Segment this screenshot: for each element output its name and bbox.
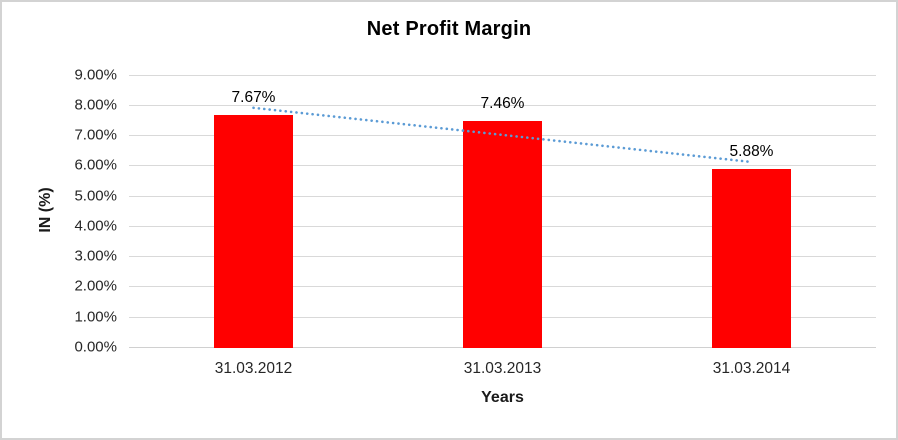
bar — [463, 121, 542, 348]
gridline — [129, 104, 876, 106]
y-axis-title: IN (%) — [37, 187, 54, 233]
bar — [712, 168, 791, 348]
x-tick-label: 31.03.2012 — [214, 360, 293, 377]
y-tick-label: 9.00% — [74, 66, 117, 83]
y-tick-label: 5.00% — [74, 187, 117, 205]
gridline — [129, 74, 876, 76]
x-axis-title: Years — [481, 389, 524, 406]
y-tick-label: 3.00% — [74, 247, 117, 265]
y-tick-label: 4.00% — [74, 217, 117, 235]
data-label: 7.67% — [231, 88, 276, 106]
x-tick-label: 31.03.2013 — [463, 360, 542, 377]
bar — [214, 114, 293, 348]
y-tick-label: 7.00% — [74, 126, 117, 144]
x-tick-label: 31.03.2014 — [712, 360, 791, 377]
y-tick-label: 0.00% — [74, 338, 117, 356]
data-label: 5.88% — [729, 142, 774, 160]
y-tick-label: 6.00% — [74, 156, 117, 174]
y-tick-label: 1.00% — [74, 308, 117, 326]
data-label: 7.46% — [480, 95, 525, 113]
chart-title: Net Profit Margin — [366, 18, 532, 40]
y-tick-label: 2.00% — [74, 277, 117, 295]
y-tick-label: 8.00% — [74, 96, 117, 114]
